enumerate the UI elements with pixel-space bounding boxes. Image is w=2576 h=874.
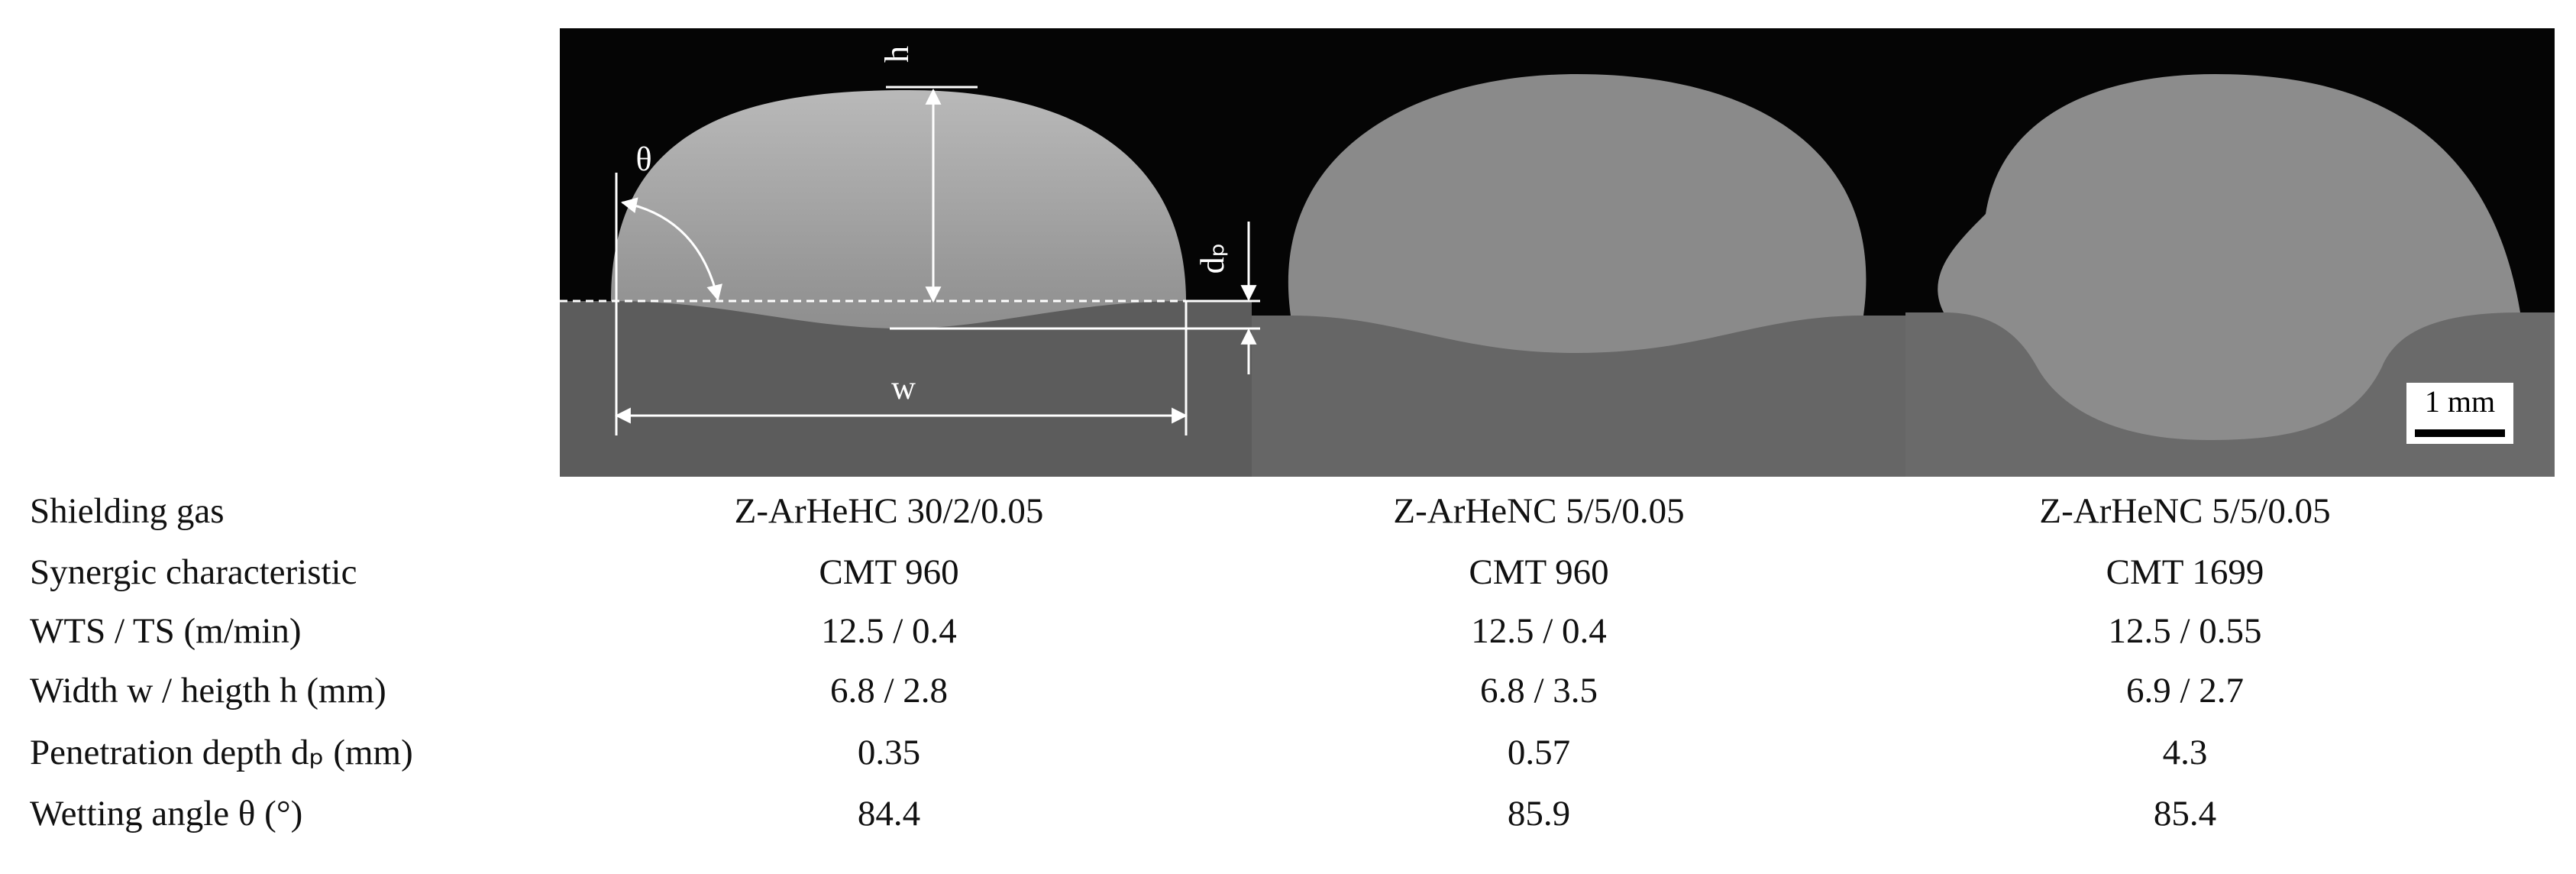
cell: CMT 960 — [1469, 552, 1608, 592]
cell: 85.9 — [1508, 794, 1570, 834]
cell: Z-ArHeNC 5/5/0.05 — [2039, 491, 2330, 531]
cell: 4.3 — [2163, 733, 2208, 772]
row-label: Wetting angle θ (°) — [30, 794, 302, 834]
row-label: Shielding gas — [30, 491, 225, 531]
cell: CMT 960 — [819, 552, 958, 592]
scale-label: 1 mm — [2425, 384, 2495, 419]
w-label: w — [891, 369, 916, 406]
parameter-table: Shielding gas Z-ArHeHC 30/2/0.05 Z-ArHeNC … — [30, 491, 2331, 834]
row-label: Penetration depth dₚ (mm) — [30, 733, 413, 772]
row-label: Synergic characteristic — [30, 552, 357, 592]
cell: 12.5 / 0.4 — [821, 611, 957, 651]
substrate — [560, 301, 1252, 477]
cell: 84.4 — [858, 794, 920, 834]
row-label: Width w / heigth h (mm) — [30, 671, 386, 711]
h-label: h — [878, 46, 916, 63]
row-label: WTS / TS (m/min) — [30, 611, 302, 651]
micrographs — [560, 28, 2555, 477]
dp-label: dₚ — [1194, 243, 1231, 274]
cell: 6.8 / 2.8 — [830, 671, 948, 711]
weld-bead — [1288, 74, 1867, 353]
cell: Z-ArHeNC 5/5/0.05 — [1393, 491, 1684, 531]
cell: 85.4 — [2154, 794, 2216, 834]
cell: 6.8 / 3.5 — [1480, 671, 1598, 711]
cell: CMT 1699 — [2106, 552, 2264, 592]
cell: 12.5 / 0.55 — [2108, 611, 2261, 651]
weld-bead — [1938, 74, 2520, 440]
scale-bar — [2415, 429, 2505, 437]
cell: 6.9 / 2.7 — [2126, 671, 2244, 711]
cell: 12.5 / 0.4 — [1471, 611, 1607, 651]
cell: Z-ArHeHC 30/2/0.05 — [735, 491, 1044, 531]
annotations: h θ w dₚ 1 mm — [560, 46, 2513, 444]
weld-bead — [611, 90, 1186, 329]
cell: 0.57 — [1508, 733, 1570, 772]
theta-label: θ — [635, 141, 651, 178]
cell: 0.35 — [858, 733, 920, 772]
angle-arc — [620, 197, 722, 302]
